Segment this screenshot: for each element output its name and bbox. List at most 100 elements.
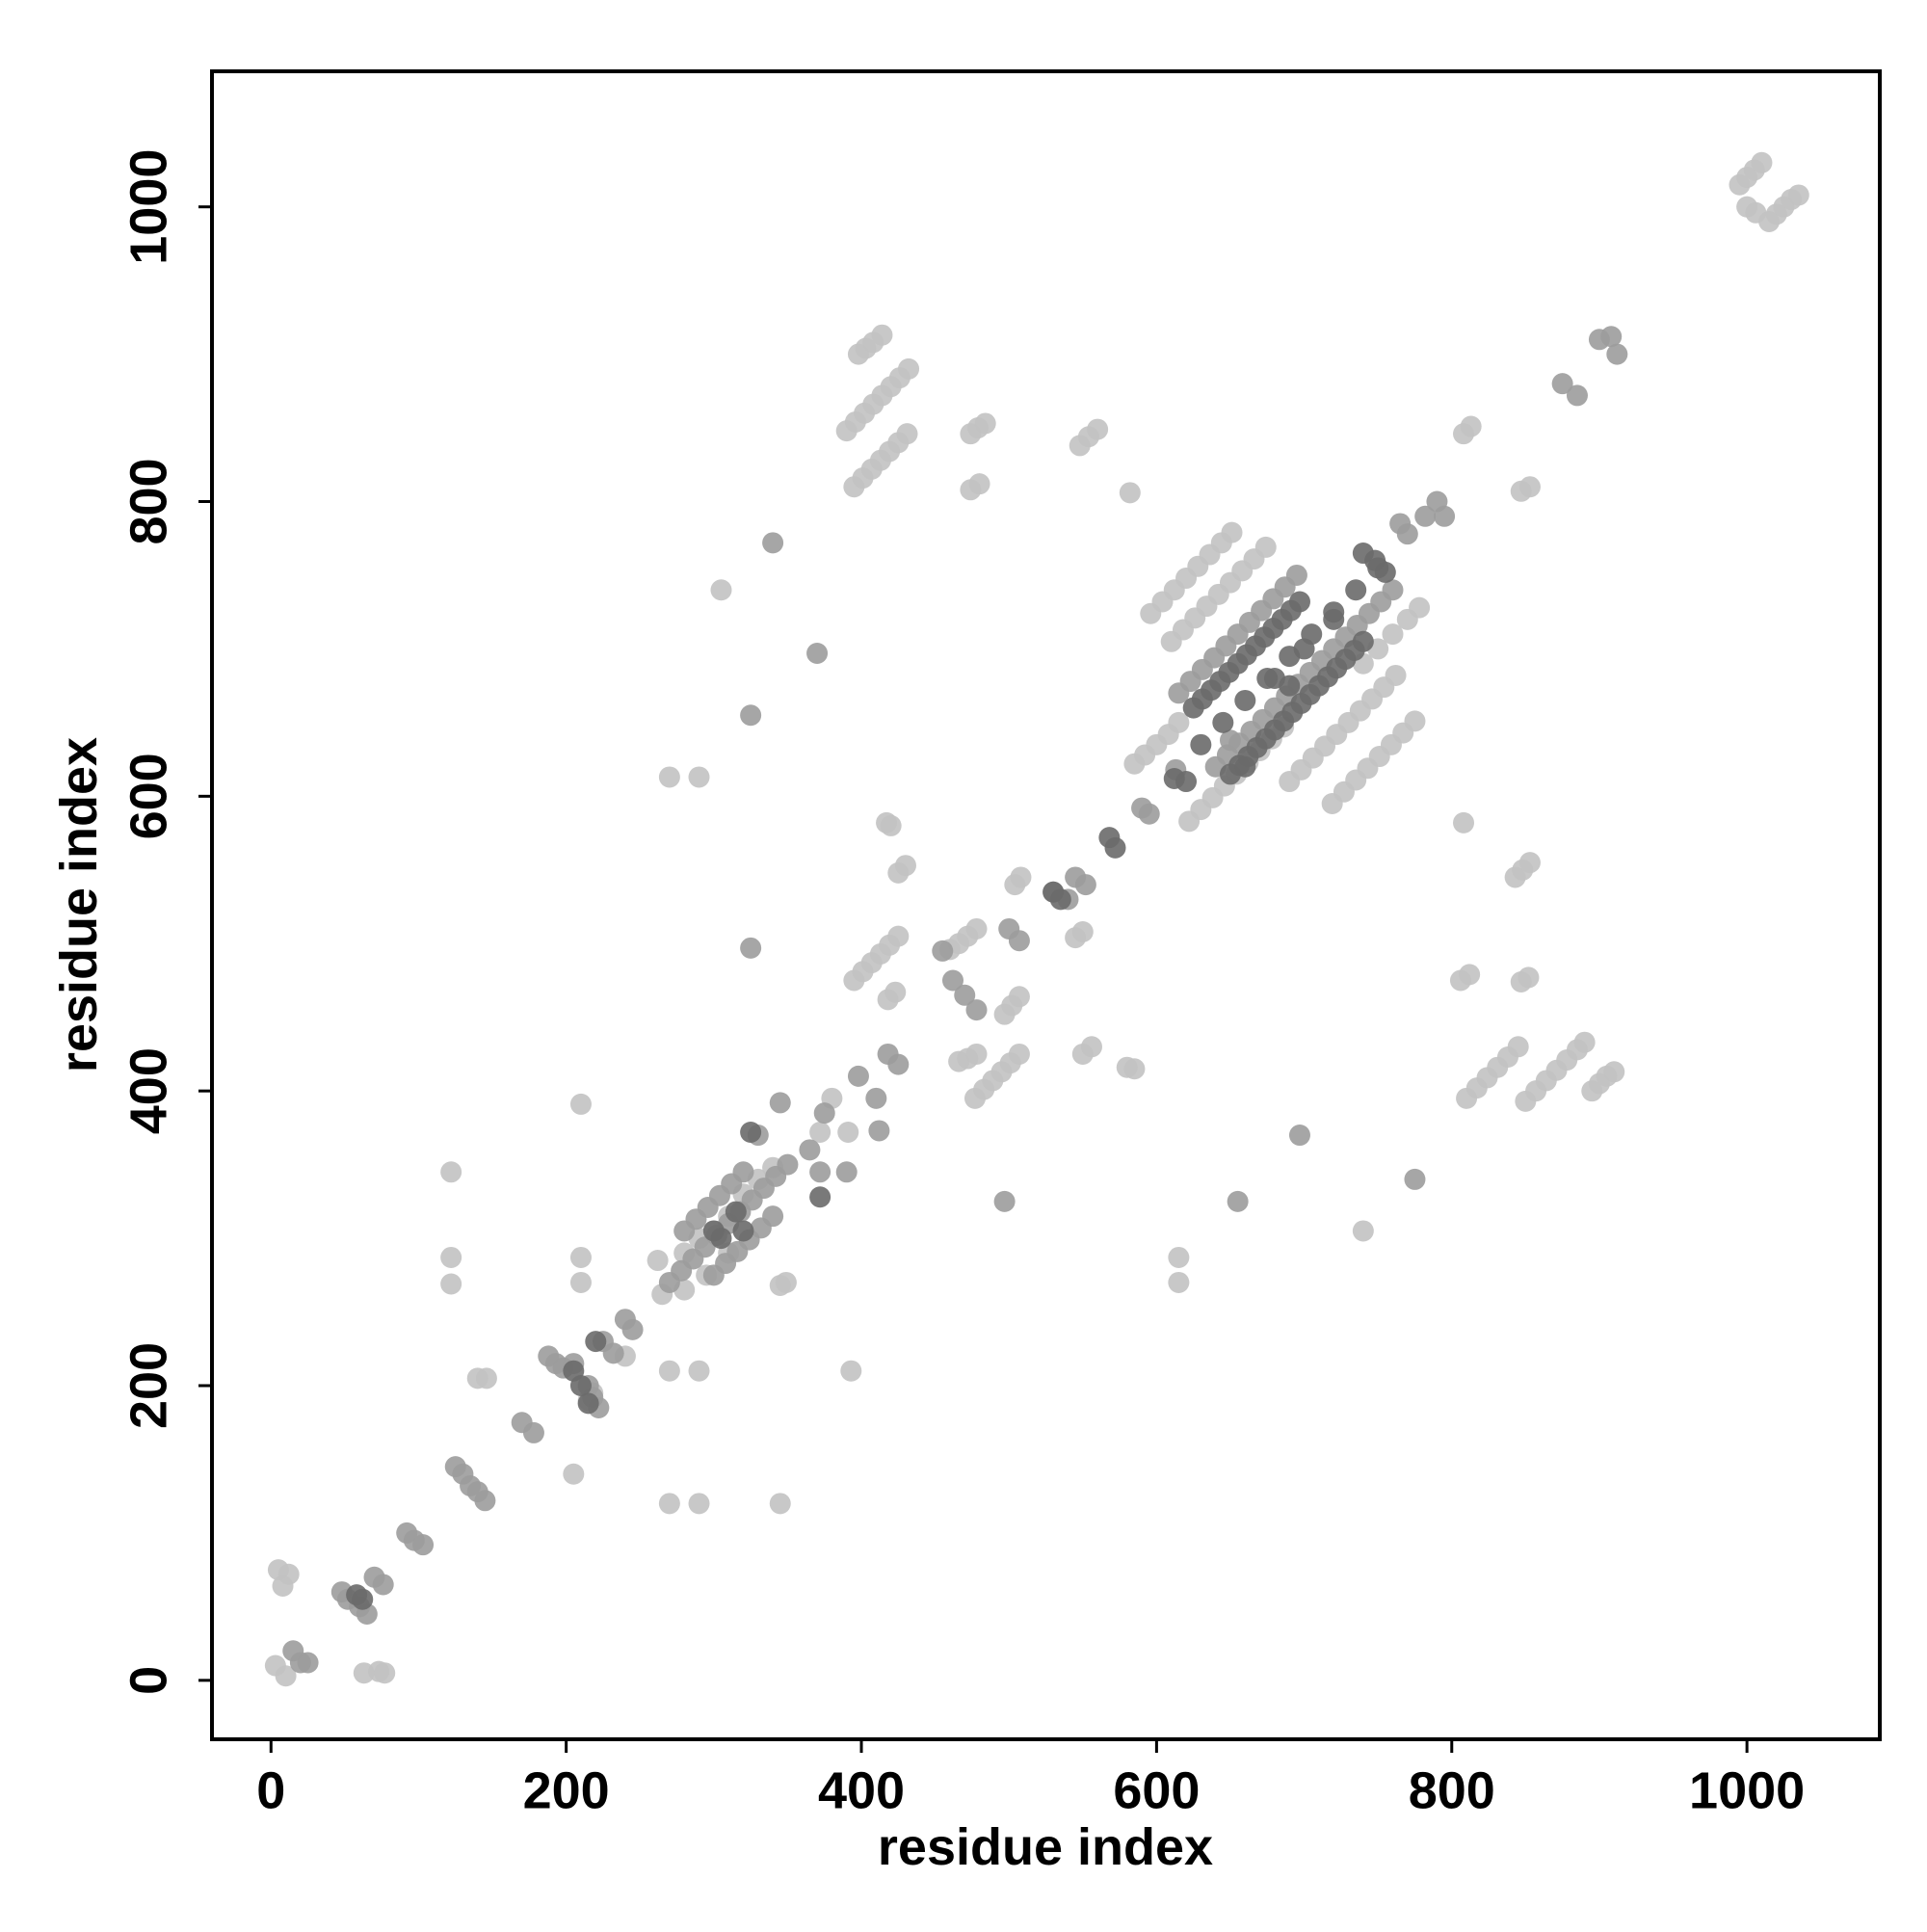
point [372, 1574, 394, 1596]
point [577, 1392, 599, 1415]
point [297, 1652, 319, 1674]
point [1008, 1043, 1030, 1065]
point [475, 1367, 497, 1389]
point [887, 925, 910, 947]
point [563, 1463, 585, 1485]
plot-frame [210, 69, 1882, 1741]
y-tick-label: 1000 [119, 149, 177, 265]
point [1221, 521, 1243, 543]
point [1352, 1220, 1374, 1242]
point [1234, 689, 1256, 711]
point [1119, 482, 1141, 504]
point [1175, 771, 1198, 793]
point [809, 1121, 832, 1143]
point [884, 981, 907, 1003]
point [522, 1421, 544, 1443]
point [585, 1331, 607, 1353]
point [1279, 675, 1301, 697]
point [1453, 811, 1475, 834]
point [647, 1250, 669, 1272]
point [769, 1092, 791, 1114]
point [1254, 536, 1277, 558]
point [813, 1102, 835, 1125]
point [1382, 579, 1404, 601]
point [1071, 921, 1094, 943]
point [762, 1205, 784, 1228]
point [658, 1360, 680, 1382]
point [275, 1665, 297, 1687]
point [440, 1161, 462, 1183]
point [1573, 1031, 1596, 1053]
point [1104, 836, 1126, 859]
point [740, 704, 762, 727]
point [1434, 505, 1456, 527]
point [1566, 384, 1588, 407]
point [809, 1161, 832, 1183]
point [602, 1342, 624, 1364]
point [880, 814, 902, 836]
point [1010, 866, 1032, 888]
point [1123, 1058, 1146, 1080]
point [658, 766, 680, 788]
point [1074, 874, 1096, 896]
point [1600, 326, 1623, 348]
point [1212, 711, 1234, 733]
point [941, 969, 964, 992]
point [1414, 505, 1437, 527]
point [1518, 852, 1541, 874]
point [1138, 803, 1160, 825]
point [968, 473, 990, 495]
point [775, 1271, 797, 1293]
point [1751, 151, 1773, 173]
y-tick-label: 200 [119, 1342, 177, 1429]
point [740, 1121, 762, 1143]
point [474, 1490, 496, 1512]
point [710, 1228, 732, 1250]
point [621, 1318, 644, 1340]
point [1507, 1036, 1529, 1058]
point [1080, 1036, 1102, 1058]
x-tick-label: 600 [1113, 1761, 1200, 1819]
point [732, 1161, 754, 1183]
point [658, 1493, 680, 1515]
point [1288, 591, 1310, 613]
y-tick-label: 400 [119, 1047, 177, 1134]
x-tick-label: 200 [523, 1761, 610, 1819]
point [1301, 623, 1323, 646]
x-tick-label: 800 [1409, 1761, 1495, 1819]
point [277, 1563, 300, 1585]
point [1551, 373, 1573, 395]
point [974, 412, 996, 435]
x-tick-label: 0 [256, 1761, 285, 1819]
x-tick-label: 1000 [1689, 1761, 1805, 1819]
point [847, 1065, 869, 1087]
point [1279, 646, 1301, 668]
y-tick-label: 600 [119, 753, 177, 839]
point [1404, 710, 1426, 732]
point [965, 999, 988, 1021]
point [1168, 1246, 1190, 1268]
point [412, 1534, 435, 1556]
point [710, 579, 732, 601]
point [894, 855, 916, 877]
point [1227, 1190, 1249, 1212]
y-tick-label: 0 [119, 1666, 177, 1695]
point [1459, 964, 1481, 986]
point [725, 1201, 747, 1223]
point [1518, 476, 1541, 498]
point [806, 643, 829, 665]
point [688, 1493, 710, 1515]
x-axis-title: residue index [878, 1818, 1213, 1876]
point [688, 1360, 710, 1382]
x-tick-label: 400 [818, 1761, 905, 1819]
point [1352, 630, 1374, 652]
point [887, 1053, 910, 1075]
point [837, 1121, 859, 1143]
point [954, 984, 976, 1006]
point [1168, 1271, 1190, 1293]
point [1285, 564, 1307, 586]
point [1404, 1168, 1426, 1190]
point [993, 1190, 1016, 1212]
